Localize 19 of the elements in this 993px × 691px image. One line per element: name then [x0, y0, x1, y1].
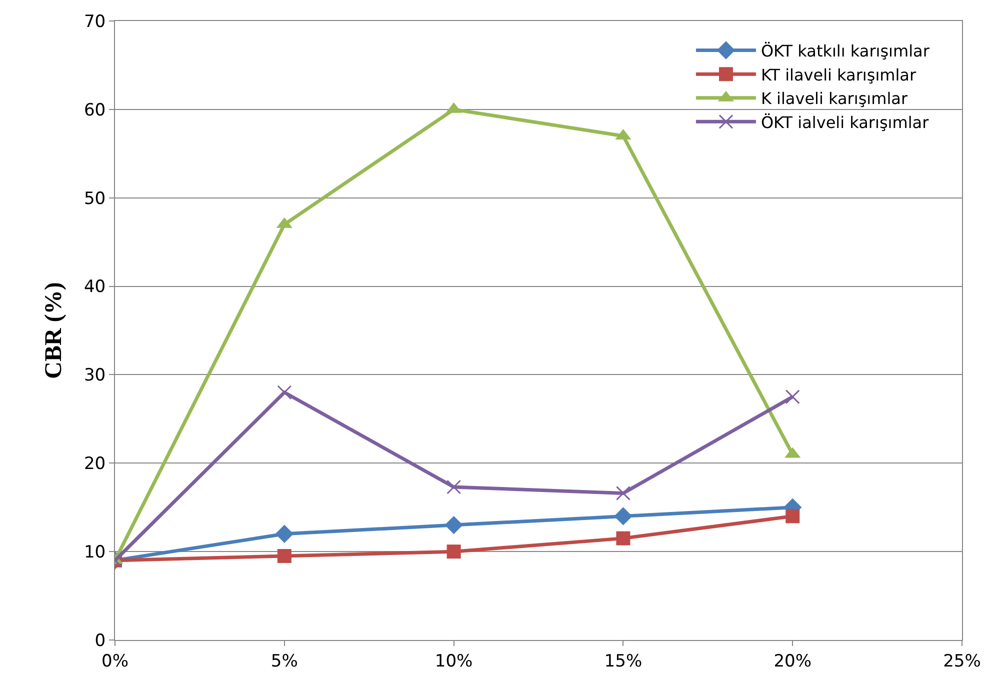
- x-tick-label: 5%: [270, 651, 298, 672]
- x-tick-label: 0%: [102, 651, 128, 672]
- y-tick-label: 20: [84, 454, 106, 474]
- y-tick-label: 60: [84, 100, 106, 120]
- legend-label: K ilaveli karışımlar: [760, 89, 908, 108]
- legend-label: KT ilaveli karışımlar: [760, 65, 916, 84]
- y-tick-label: 30: [84, 366, 106, 386]
- x-tick-label: 10%: [434, 651, 473, 672]
- x-tick-label: 20%: [774, 651, 812, 672]
- legend-label: ÖKT ialveli karışımlar: [760, 112, 930, 132]
- x-tick-label: 15%: [604, 651, 642, 672]
- y-tick-label: 50: [84, 188, 106, 209]
- y-tick-label: 10: [84, 542, 106, 563]
- legend-label: ÖKT katkılı karışımlar: [760, 42, 930, 61]
- y-tick-label: 40: [84, 277, 106, 298]
- y-axis-title: CBR (%): [41, 282, 68, 379]
- y-tick-label: 0: [94, 630, 106, 651]
- x-tick-label: 25%: [943, 651, 981, 672]
- y-tick-label: 70: [84, 12, 106, 32]
